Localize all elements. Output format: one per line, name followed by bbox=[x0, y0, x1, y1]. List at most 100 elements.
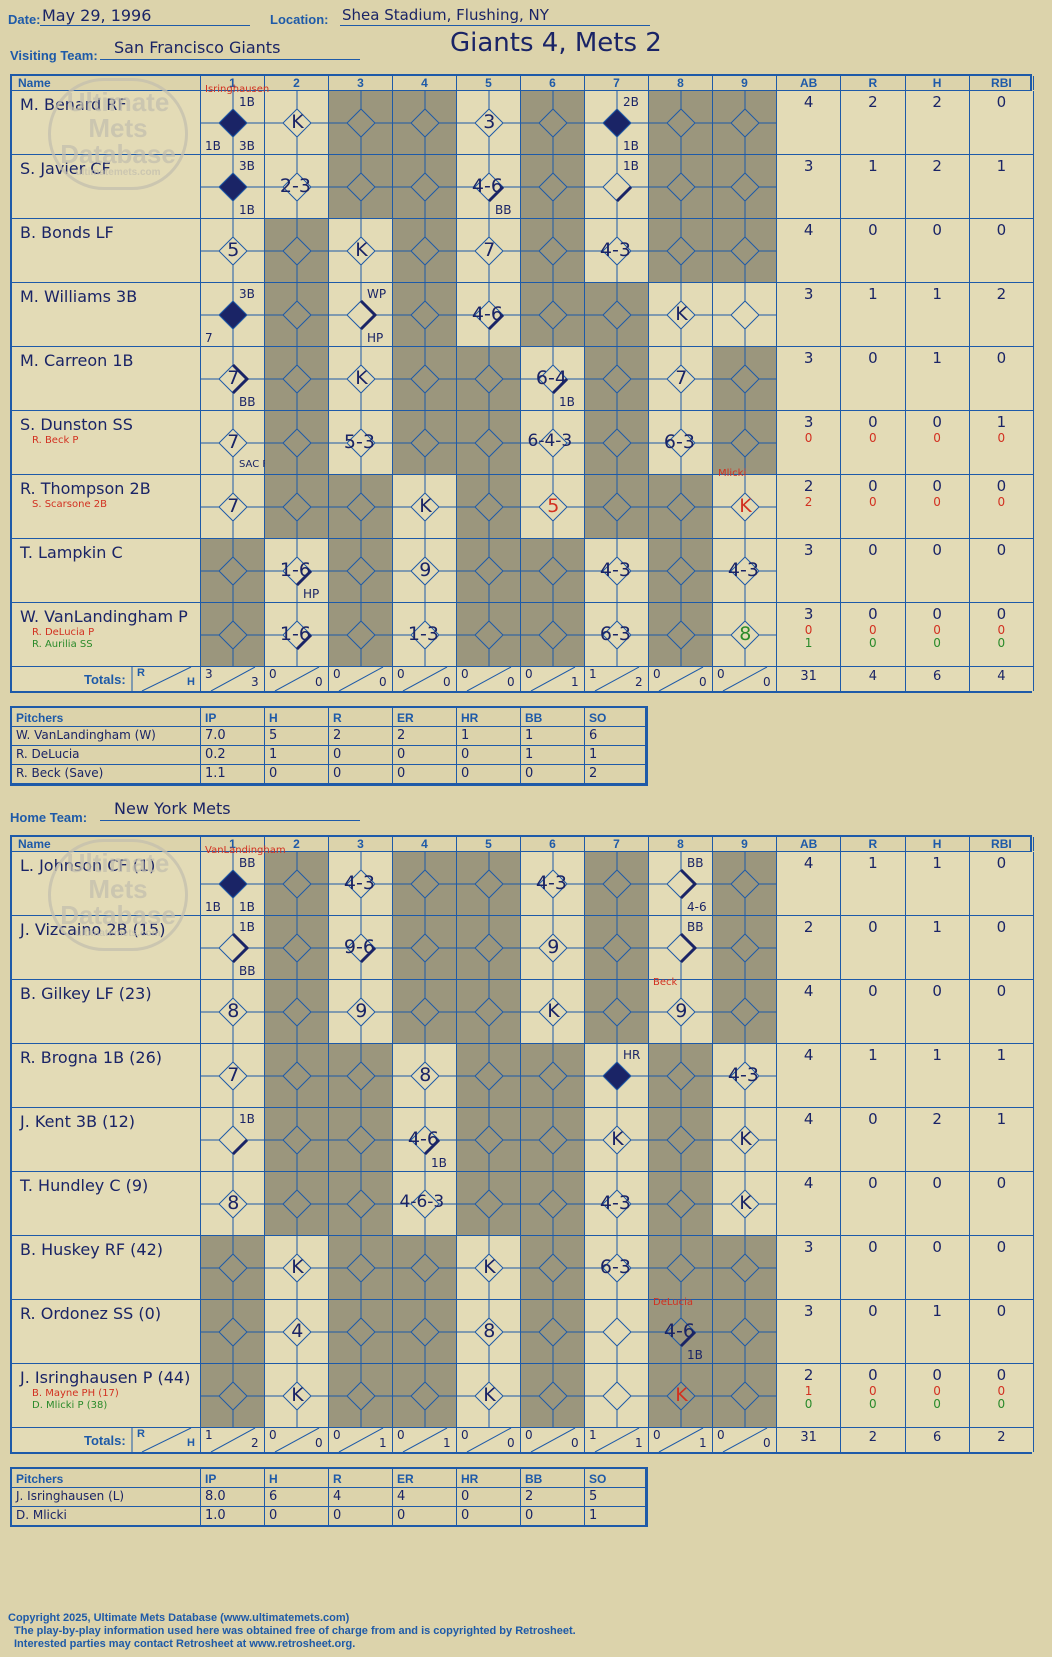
play-notation: 9 bbox=[547, 936, 560, 958]
at-bat-cell: K bbox=[329, 347, 393, 411]
substitute-stat: 0 bbox=[869, 1384, 877, 1398]
play-notation: 4-3 bbox=[599, 559, 631, 581]
stat-cell: 4 bbox=[777, 219, 842, 283]
column-header-stat: H bbox=[906, 76, 970, 90]
at-bat-cell: 9 bbox=[649, 980, 713, 1044]
pitcher-stat: 0.2 bbox=[201, 746, 265, 764]
stat-cell: 0 bbox=[905, 219, 970, 283]
play-notation: 8 bbox=[227, 1192, 240, 1214]
stat-cell: 0 bbox=[969, 91, 1034, 155]
stat-cell: 3 bbox=[777, 1300, 842, 1364]
player-name: M. Carreon 1B bbox=[20, 351, 134, 370]
at-bat-cell bbox=[393, 916, 457, 980]
stat-value: 0 bbox=[868, 605, 878, 623]
player-row-name: B. Gilkey LF (23) bbox=[12, 980, 201, 1044]
at-bat-cell bbox=[521, 91, 585, 155]
at-bat-cell bbox=[265, 916, 329, 980]
at-bat-cell bbox=[201, 1364, 265, 1428]
at-bat-cell bbox=[649, 1172, 713, 1236]
visiting-team-label: Visiting Team: bbox=[10, 48, 98, 63]
stat-value: 0 bbox=[932, 1238, 942, 1256]
stat-cell: 0 bbox=[841, 916, 906, 980]
play-notation: 4-6 bbox=[471, 303, 503, 325]
play-notation: 5 bbox=[227, 239, 240, 261]
at-bat-cell bbox=[585, 347, 649, 411]
play-notation: 2-3 bbox=[279, 175, 311, 197]
at-bat-cell bbox=[649, 91, 713, 155]
at-bat-cell bbox=[329, 1236, 393, 1300]
pitcher-stat: 0 bbox=[265, 765, 329, 783]
at-bat-cell: 8 bbox=[457, 1300, 521, 1364]
play-notation: 4-6 bbox=[687, 900, 707, 914]
at-bat-cell bbox=[649, 155, 713, 219]
stat-cell: 0 bbox=[841, 1108, 906, 1172]
hits-label: H bbox=[187, 676, 195, 688]
footer-retrosheet: The play-by-play information used here w… bbox=[14, 1625, 576, 1637]
at-bat-cell: K bbox=[649, 283, 713, 347]
player-name: W. VanLandingham P bbox=[20, 607, 188, 626]
stat-value: 4 bbox=[803, 854, 814, 872]
pitchers-column-header: HR bbox=[457, 1469, 521, 1487]
pitcher-stat: 1.1 bbox=[201, 765, 265, 783]
stat-value: 0 bbox=[996, 918, 1007, 936]
at-bat-cell bbox=[329, 1044, 393, 1108]
stat-value: 2 bbox=[932, 157, 942, 175]
total-stat-value: 31 bbox=[800, 669, 817, 684]
stat-cell: 0 bbox=[841, 219, 906, 283]
stat-value: 0 bbox=[996, 221, 1007, 239]
play-notation: 1B bbox=[623, 159, 639, 173]
at-bat-cell bbox=[585, 475, 649, 539]
pitchers-column-header: IP bbox=[201, 708, 265, 726]
stat-value: 4 bbox=[803, 982, 814, 1000]
play-notation: 1-6 bbox=[279, 623, 311, 645]
play-notation: BB bbox=[239, 856, 256, 870]
at-bat-cell bbox=[521, 1364, 585, 1428]
play-notation: 9-6 bbox=[343, 936, 375, 958]
substitute-stat: 2 bbox=[804, 495, 813, 509]
substitute-stat: 1 bbox=[804, 636, 813, 650]
stat-cell: 4 bbox=[777, 91, 842, 155]
pitchers-column-header: ER bbox=[393, 1469, 457, 1487]
at-bat-cell: 4-3 bbox=[585, 219, 649, 283]
at-bat-cell bbox=[329, 603, 393, 667]
at-bat-cell bbox=[457, 1108, 521, 1172]
at-bat-cell bbox=[457, 1044, 521, 1108]
stat-cell: 3 bbox=[777, 539, 842, 603]
stat-cell: 1 bbox=[905, 283, 970, 347]
play-notation: 3 bbox=[483, 111, 496, 133]
at-bat-cell: 9 bbox=[521, 916, 585, 980]
at-bat-cell: 5 bbox=[201, 219, 265, 283]
at-bat-cell: 9 bbox=[329, 980, 393, 1044]
stat-cell: 0 bbox=[841, 1172, 906, 1236]
player-name: M. Williams 3B bbox=[20, 287, 138, 306]
pitcher-name: D. Mlicki bbox=[12, 1507, 201, 1525]
pitcher-stat: 6 bbox=[265, 1488, 329, 1506]
stat-cell: 1 bbox=[841, 283, 906, 347]
hits-label: H bbox=[187, 1437, 195, 1449]
totals-label-cell: Totals: R H bbox=[12, 667, 201, 691]
at-bat-cell: K bbox=[713, 1172, 777, 1236]
stat-value: 1 bbox=[868, 854, 878, 872]
total-stat-value: 2 bbox=[868, 1430, 878, 1445]
stat-cell: 2 bbox=[905, 1108, 970, 1172]
at-bat-cell: K bbox=[713, 475, 777, 539]
at-bat-cell: 6-4-3 bbox=[521, 411, 585, 475]
play-notation: 7 bbox=[227, 495, 240, 517]
play-notation: 1-6 bbox=[279, 559, 311, 581]
play-notation: 4 bbox=[291, 1320, 304, 1342]
pitchers-column-header: ER bbox=[393, 708, 457, 726]
play-notation: HP bbox=[303, 587, 320, 601]
at-bat-cell: 7 SAC FLY bbox=[201, 411, 278, 475]
inning-hits: 1 bbox=[699, 1436, 707, 1450]
total-stat-value: 4 bbox=[997, 669, 1006, 684]
column-header-stat: R bbox=[841, 837, 906, 851]
play-notation: 1B bbox=[239, 203, 255, 217]
at-bat-cell bbox=[329, 1364, 393, 1428]
total-stat-cell: 4 bbox=[841, 667, 906, 691]
